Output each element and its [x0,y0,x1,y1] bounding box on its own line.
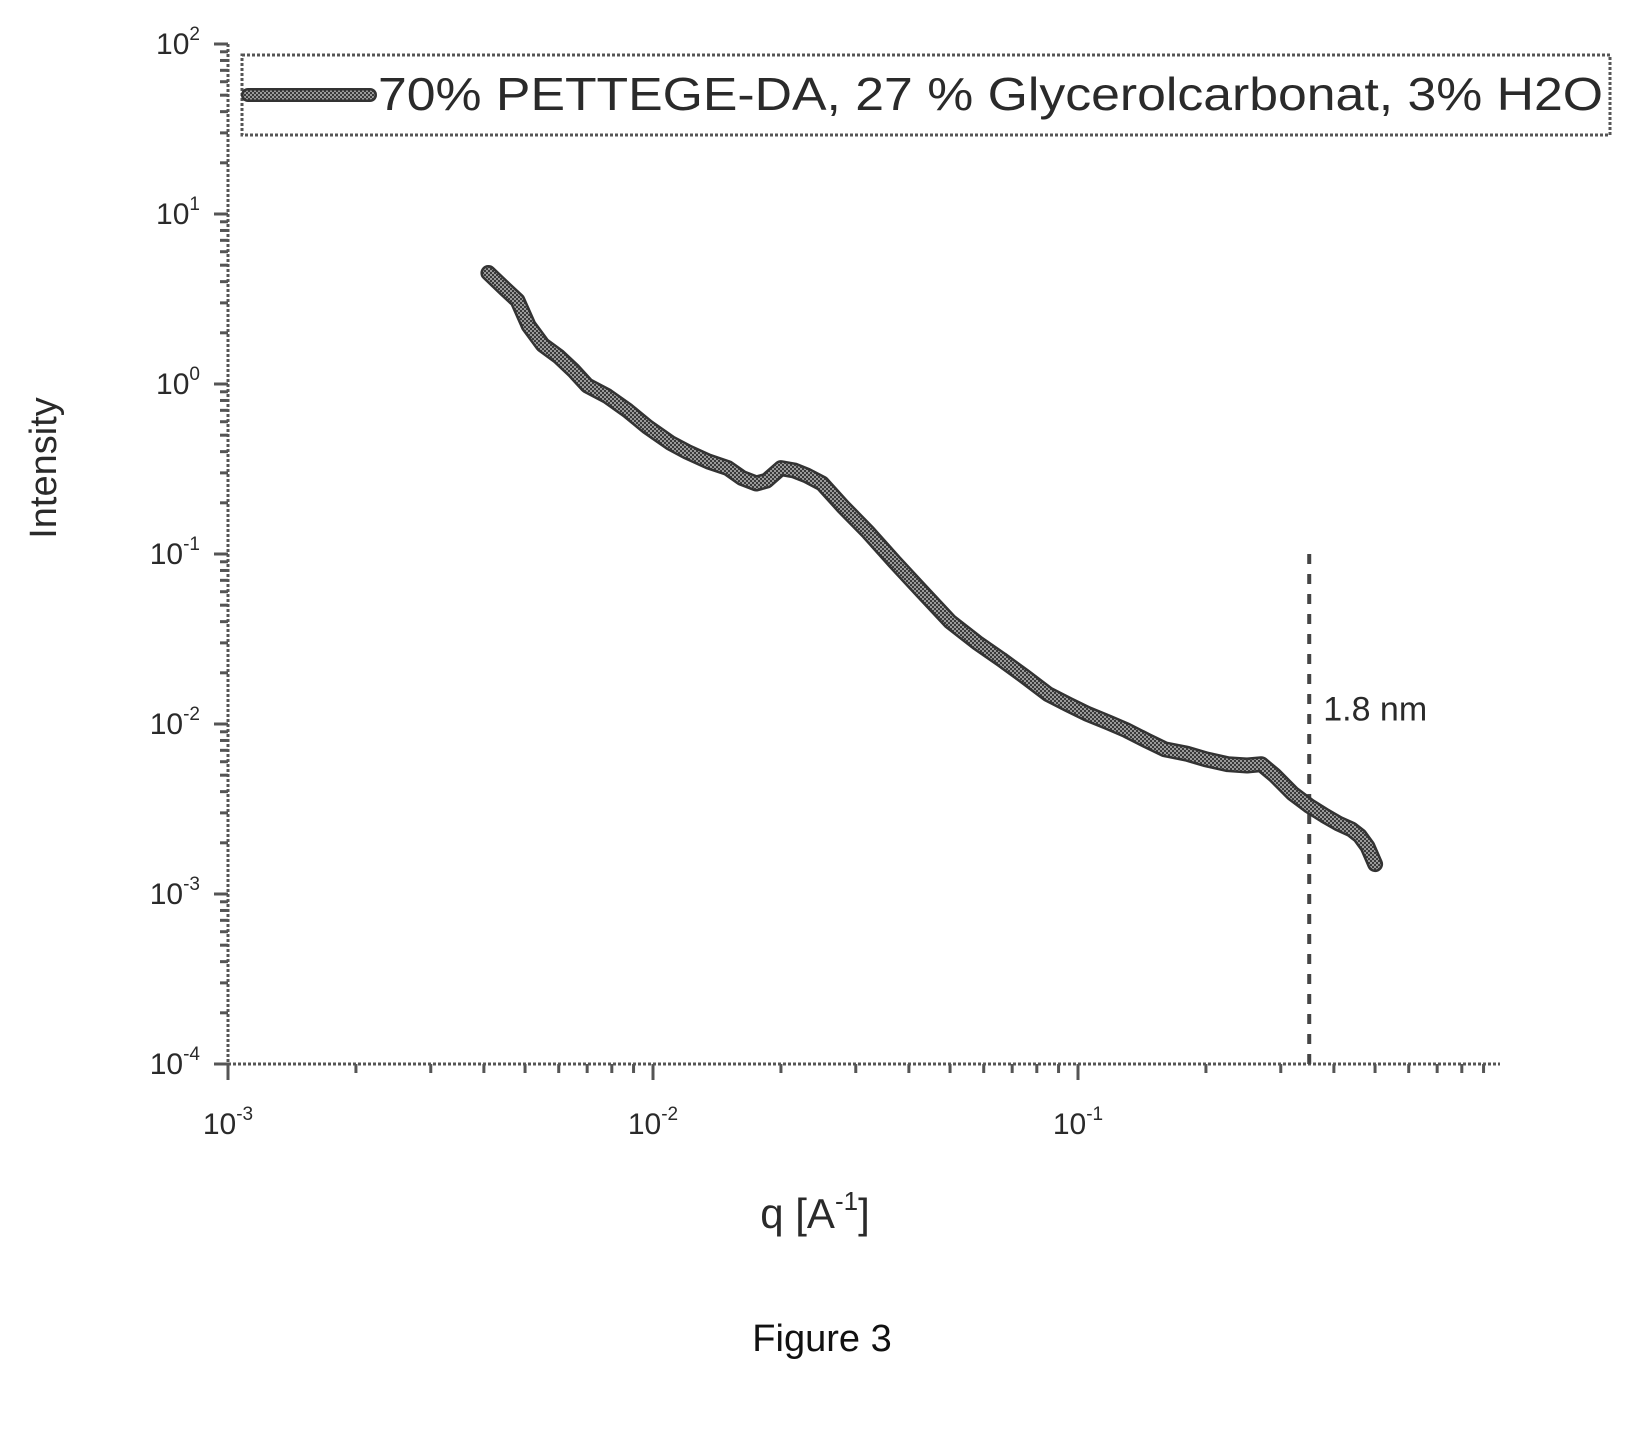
x-tick-label: 10-2 [628,1104,678,1141]
y-ticks [214,42,228,1066]
y-tick-label-base: 10 [156,28,189,61]
x-tick-label: 10-3 [203,1104,253,1141]
y-tick-label-exp: 2 [189,24,200,45]
x-tick-label-base: 10 [1053,1108,1086,1141]
y-tick-label: 10-2 [150,704,200,741]
x-tick-label-exp: -3 [236,1104,253,1125]
y-tick-label-exp: -3 [183,874,200,895]
y-tick-label-exp: 1 [189,194,200,215]
x-tick-label-base: 10 [203,1108,236,1141]
y-tick-label-exp: -2 [183,704,200,725]
y-tick-label: 100 [156,364,200,401]
y-tick-label-base: 10 [150,708,183,741]
legend-entry-label: 70% PETTEGE-DA, 27 % Glycerolcarbonat, 3… [378,68,1603,120]
y-tick-label: 101 [156,194,200,231]
y-tick-label-exp: -4 [183,1044,200,1065]
annotation-1-8nm: 1.8 nm [1307,554,1427,1064]
series-line-outline [480,265,1384,873]
y-tick-label-base: 10 [150,1048,183,1081]
legend: 70% PETTEGE-DA, 27 % Glycerolcarbonat, 3… [240,53,1612,137]
y-tick-label-base: 10 [150,878,183,911]
x-tick-labels: 10-3 10-2 10-1 [203,1104,1103,1141]
x-axis-label: q [A-1] [760,1186,870,1237]
y-tick-label: 10-3 [150,874,200,911]
y-tick-label-base: 10 [156,368,189,401]
x-axis-label-sup: -1 [835,1186,858,1216]
y-tick-label-exp: -1 [183,534,200,555]
y-tick-label-exp: 0 [189,364,200,385]
x-ticks [226,1064,1486,1080]
x-tick-label-exp: -2 [661,1104,678,1125]
y-tick-label: 102 [156,24,200,61]
annotation-label: 1.8 nm [1323,690,1427,728]
legend-box [240,53,1612,137]
x-axis-label-main: q [A [760,1190,835,1237]
x-axis-label-end: ] [858,1190,870,1237]
y-tick-label: 10-4 [150,1044,201,1081]
series-line [482,267,1381,870]
x-tick-label: 10-1 [1053,1104,1103,1141]
y-tick-label-base: 10 [156,198,189,231]
y-axis-label: Intensity [23,397,65,539]
x-tick-label-base: 10 [628,1108,661,1141]
y-tick-label-base: 10 [150,538,183,571]
y-tick-label: 10-1 [150,534,200,571]
x-tick-label-exp: -1 [1086,1104,1103,1125]
series-layer [480,265,1384,873]
figure-caption: Figure 3 [752,1318,892,1360]
